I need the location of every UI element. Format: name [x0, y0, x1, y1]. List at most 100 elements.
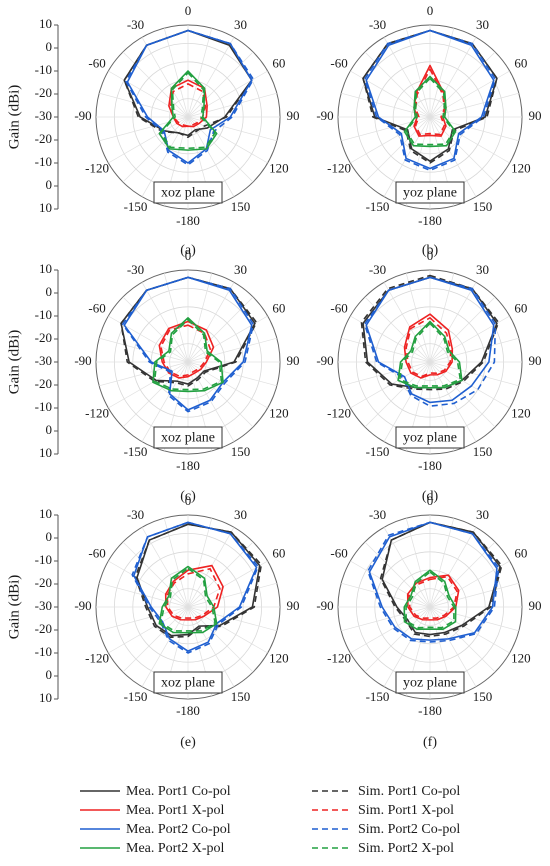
series-sim-port2-co-pol [125, 29, 255, 166]
grid-spoke [350, 116, 431, 164]
angle-label: -30 [369, 17, 386, 32]
series-mea-port2-x-pol [397, 320, 463, 389]
angle-label: -30 [127, 507, 144, 522]
grid-spoke [383, 37, 431, 118]
grid-spoke [187, 518, 213, 608]
angle-label: 120 [511, 405, 531, 420]
angle-label: 0 [185, 493, 192, 508]
series-sim-port2-co-pol [367, 521, 500, 643]
grid-spoke [364, 361, 431, 428]
grid-spoke [350, 560, 431, 608]
grid-spoke [187, 582, 277, 608]
grid-spoke [187, 273, 213, 363]
grid-spoke [122, 296, 189, 363]
angle-label: -180 [176, 703, 200, 718]
grid-spoke [122, 361, 189, 428]
grid-spoke [122, 116, 189, 183]
grid-spoke [187, 361, 268, 409]
grid-spoke [429, 28, 455, 118]
grid-spoke [429, 582, 519, 608]
grid-spoke [429, 541, 496, 608]
polar-chart-4: 0 30 60 90 120 150 -180 -150 -120 -90 -60 -30 yoz pl… [316, 248, 541, 504]
gain-tick-label: -10 [35, 154, 52, 169]
angle-label: -30 [369, 262, 386, 277]
gain-axis-label: Gain (dBi) [6, 575, 22, 640]
angle-label: -30 [127, 262, 144, 277]
series-sim-port2-x-pol [405, 571, 455, 629]
series-mea-port2-co-pol [368, 521, 498, 641]
angle-label: -60 [88, 545, 105, 560]
gain-tick-label: 10 [39, 261, 52, 276]
angle-label: 90 [529, 353, 542, 368]
angle-label: 0 [427, 493, 434, 508]
grid-spoke [383, 116, 431, 197]
grid-spoke [429, 527, 477, 608]
grid-spoke [429, 337, 519, 363]
series-sim-port1-x-pol [408, 575, 458, 619]
series-sim-port2-x-pol [398, 322, 462, 387]
subfigure-caption: (c) [180, 489, 196, 504]
series-sim-port2-co-pol [121, 276, 255, 413]
grid-spoke [341, 337, 431, 363]
legend-label: Sim. Port2 X-pol [358, 841, 454, 856]
grid-spoke [341, 361, 431, 387]
grid-spoke [429, 37, 477, 118]
series-mea-port2-co-pol [126, 29, 253, 164]
grid-spoke [163, 273, 189, 363]
legend-label: Sim. Port1 X-pol [358, 803, 454, 818]
plane-label-box [395, 671, 465, 694]
angle-label: -60 [330, 545, 347, 560]
angle-label: 30 [476, 17, 489, 32]
polar-chart-6: 0 30 60 90 120 150 -180 -150 -120 -90 -60 -30 yoz pl… [316, 493, 541, 750]
series-mea-port2-co-pol [365, 29, 495, 170]
gain-tick-label: -10 [35, 552, 52, 567]
grid-spoke [99, 92, 189, 118]
series-sim-port1-co-pol [360, 274, 500, 391]
gain-tick-label: 10 [39, 690, 52, 705]
gain-tick-label: -10 [35, 62, 52, 77]
gain-tick-label: 10 [39, 445, 52, 460]
grid-spoke [108, 116, 189, 164]
gain-axis-3: 10 0 -10 -20 -30 -20 -10 0 10 Gain (dBi) [6, 506, 59, 705]
angle-label: -150 [366, 444, 390, 459]
series-sim-port2-x-pol [160, 567, 216, 632]
series-mea-port1-x-pol [403, 313, 454, 379]
angle-label: 60 [514, 300, 527, 315]
series-sim-port1-x-pol [169, 83, 207, 127]
series-sim-port2-co-pol [131, 521, 259, 654]
angle-label: -180 [418, 213, 442, 228]
grid-spoke [341, 606, 431, 632]
gain-tick-label: -20 [35, 85, 52, 100]
angle-label: 150 [473, 444, 493, 459]
angle-label: 90 [529, 108, 542, 123]
polar-chart-3: 0 30 60 90 120 150 -180 -150 -120 -90 -60 -30 xoz pl… [74, 248, 299, 504]
grid-spoke [99, 116, 189, 142]
angle-label: 90 [287, 598, 300, 613]
grid-spoke [405, 518, 431, 608]
series-mea-port1-x-pol [406, 574, 460, 621]
angle-label: 120 [269, 160, 289, 175]
angle-label: -150 [124, 689, 148, 704]
gain-tick-label: 10 [39, 506, 52, 521]
subfigure-caption: (a) [180, 243, 196, 258]
grid-spoke [187, 337, 277, 363]
grid-spoke [364, 51, 431, 118]
grid-spoke [187, 37, 235, 118]
series-mea-port2-x-pol [158, 70, 218, 151]
angle-label: -60 [330, 55, 347, 70]
angle-label: -120 [85, 405, 109, 420]
angle-label: 30 [234, 17, 247, 32]
grid-spoke [429, 273, 455, 363]
series-sim-port2-x-pol [160, 72, 216, 150]
angle-label: -90 [74, 353, 91, 368]
gain-tick-label: 0 [46, 529, 53, 544]
grid-spoke [187, 361, 254, 428]
grid-spoke [187, 28, 213, 118]
legend-label: Mea. Port1 X-pol [126, 803, 224, 818]
grid-spoke [122, 51, 189, 118]
plane-label-box [153, 181, 223, 204]
grid-spoke [429, 70, 510, 118]
legend: Mea. Port1 Co-pol Sim. Port1 Co-pol Mea. P… [80, 784, 460, 856]
grid-spoke [108, 606, 189, 654]
gain-tick-label: 10 [39, 200, 52, 215]
